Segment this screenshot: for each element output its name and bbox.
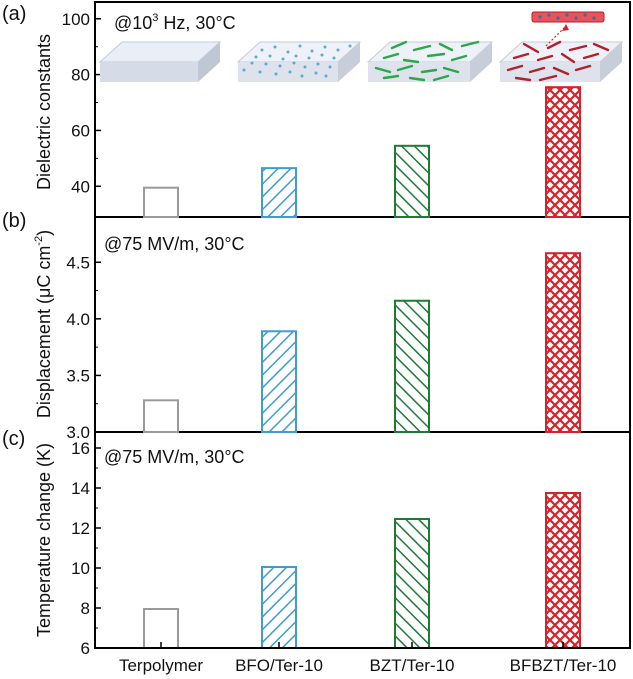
panel-a: (a) Dielectric constants @103 Hz, 30°C 4… [2, 3, 630, 219]
panel-c-bars [143, 492, 581, 649]
bar-bfbzt-ter-10 [545, 86, 581, 218]
panel-b-ytick-label: 3.0 [66, 423, 90, 442]
panel-a-axis: 40 60 80 100 [62, 10, 630, 218]
panel-a-ytick-label: 40 [71, 177, 90, 196]
panel-a-ytick-label: 60 [71, 121, 90, 140]
bar-bfbzt-ter-10 [545, 492, 581, 649]
panel-a-condition: @103 Hz, 30°C [114, 12, 236, 33]
panel-c-ytick-label: 12 [71, 519, 90, 538]
panel-b-tag: (b) [2, 210, 26, 232]
panel-b-bars [143, 252, 581, 434]
bar-bzt-ter-10 [394, 299, 430, 433]
panel-b-ytick-label: 4.5 [66, 253, 90, 272]
panel-c-ytick-label: 14 [71, 479, 90, 498]
panel-a-ytick-label: 80 [71, 66, 90, 85]
panel-a-ytick-label: 100 [62, 10, 90, 29]
bfo-nanoparticle-film-icon [236, 41, 362, 82]
bar-terpolymer [143, 186, 179, 219]
panel-a-ylabel: Dielectric constants [34, 34, 54, 190]
bar-bfbzt-ter-10 [545, 252, 581, 433]
panel-c-ylabel: Temperature change (K) [34, 443, 54, 637]
x-category-labels: Terpolymer BFO/Ter-10 BZT/Ter-10 BFBZT/Ter-… [119, 642, 616, 675]
bar-bfo-ter-10 [261, 330, 297, 433]
plot-frame [94, 1, 631, 649]
panel-b: (b) Displacement (μC cm-2) @75 MV/m, 30°… [2, 210, 630, 442]
x-category-label: BFBZT/Ter-10 [510, 656, 617, 675]
panel-c: (c) Temperature change (K) @75 MV/m, 30°… [2, 428, 630, 658]
panel-c-tag: (c) [2, 428, 25, 450]
bar-terpolymer [143, 399, 179, 434]
x-category-label: BFO/Ter-10 [235, 656, 323, 675]
bzt-nanofiber-film-icon [366, 40, 494, 82]
bar-bfo-ter-10 [261, 167, 297, 219]
panel-c-ytick-label: 10 [71, 559, 90, 578]
panel-a-tag: (a) [2, 3, 26, 25]
bar-bzt-ter-10 [394, 518, 430, 649]
panel-c-ytick-label: 8 [81, 599, 90, 618]
bar-bfo-ter-10 [261, 566, 297, 649]
x-category-label: BZT/Ter-10 [369, 656, 454, 675]
panel-c-condition: @75 MV/m, 30°C [104, 447, 245, 467]
x-category-label: Terpolymer [119, 656, 203, 675]
bfbzt-nanofiber-film-icon [498, 11, 624, 82]
plain-film-icon [98, 41, 222, 82]
panel-c-ytick-label: 16 [71, 439, 90, 458]
panel-a-bars [143, 86, 581, 219]
panel-b-condition: @75 MV/m, 30°C [104, 234, 245, 254]
bar-bzt-ter-10 [394, 144, 430, 219]
panel-b-ytick-label: 4.0 [66, 310, 90, 329]
panel-b-ytick-label: 3.5 [66, 366, 90, 385]
panel-c-ytick-label: 6 [81, 639, 90, 658]
panel-b-axis: 3.0 3.5 4.0 4.5 [66, 253, 630, 442]
panel-b-ylabel: Displacement (μC cm-2) [33, 230, 54, 418]
